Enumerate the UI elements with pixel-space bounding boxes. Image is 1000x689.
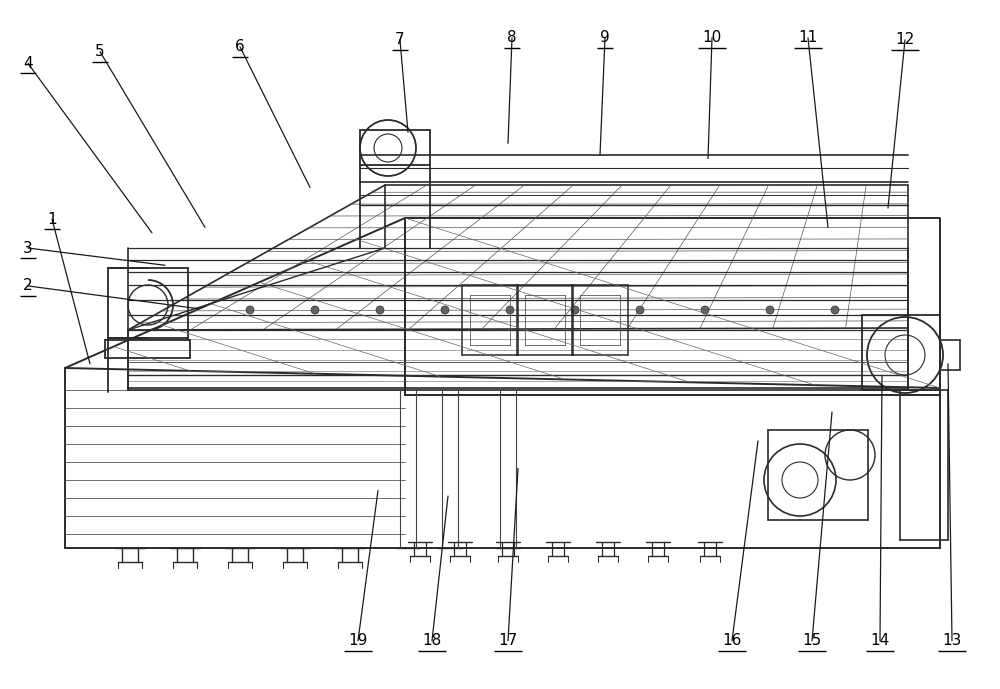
Text: 2: 2 <box>23 278 33 294</box>
Circle shape <box>376 306 384 314</box>
Circle shape <box>766 306 774 314</box>
Circle shape <box>636 306 644 314</box>
Circle shape <box>246 306 254 314</box>
Text: 6: 6 <box>235 39 245 54</box>
Text: 10: 10 <box>702 30 722 45</box>
Circle shape <box>571 306 579 314</box>
Text: 5: 5 <box>95 44 105 59</box>
Text: 3: 3 <box>23 240 33 256</box>
Text: 13: 13 <box>942 633 962 648</box>
Text: 12: 12 <box>895 32 915 48</box>
Text: 11: 11 <box>798 30 818 45</box>
Circle shape <box>831 306 839 314</box>
Text: 17: 17 <box>498 633 518 648</box>
Text: 19: 19 <box>348 633 368 648</box>
Circle shape <box>311 306 319 314</box>
Circle shape <box>701 306 709 314</box>
Circle shape <box>506 306 514 314</box>
Text: 8: 8 <box>507 30 517 45</box>
Text: 9: 9 <box>600 30 610 45</box>
Text: 15: 15 <box>802 633 822 648</box>
Text: 14: 14 <box>870 633 890 648</box>
Text: 18: 18 <box>422 633 442 648</box>
Circle shape <box>441 306 449 314</box>
Text: 1: 1 <box>47 212 57 227</box>
Text: 16: 16 <box>722 633 742 648</box>
Text: 4: 4 <box>23 56 33 71</box>
Text: 7: 7 <box>395 32 405 48</box>
